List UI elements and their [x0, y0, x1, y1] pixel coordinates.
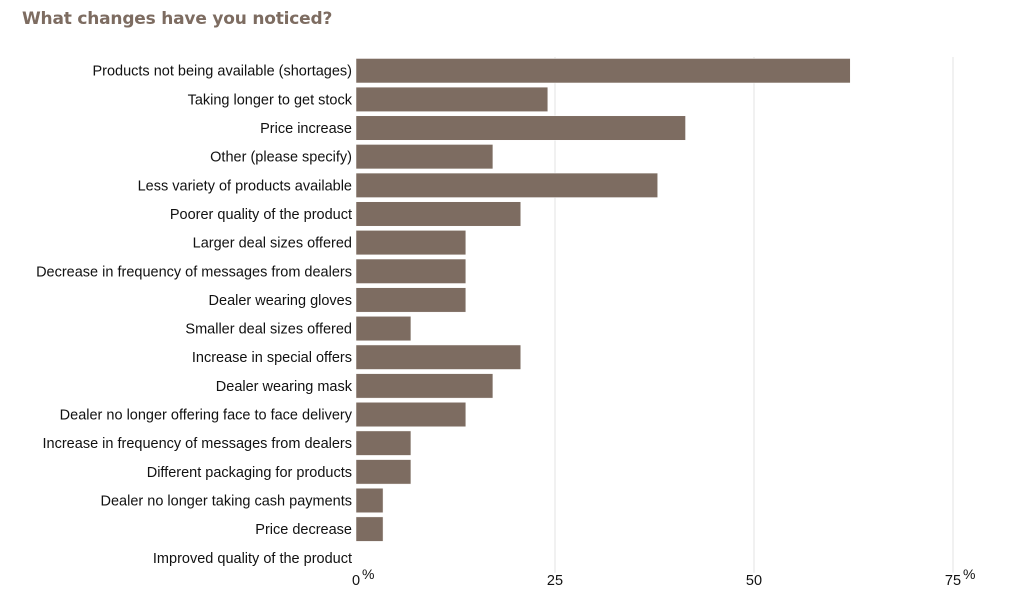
x-tick-labels: 0 25 50 75: [352, 573, 961, 589]
x-tick-25: 25: [547, 573, 563, 589]
category-label-2: Price increase: [260, 121, 352, 137]
category-labels: Products not being available (shortages)…: [36, 64, 353, 567]
bars: [355, 58, 851, 542]
category-label-4: Less variety of products available: [138, 178, 352, 194]
category-label-3: Other (please specify): [210, 150, 352, 166]
category-label-17: Improved quality of the product: [153, 551, 352, 567]
bar-1: [355, 86, 549, 112]
category-label-15: Dealer no longer taking cash payments: [101, 493, 352, 509]
unit-label-start: %: [362, 566, 374, 582]
bar-6: [355, 230, 467, 256]
chart-title: What changes have you noticed?: [22, 9, 333, 29]
bar-13: [355, 430, 412, 456]
bar-4: [355, 172, 658, 198]
bar-5: [355, 201, 522, 227]
category-label-11: Dealer wearing mask: [216, 379, 353, 395]
category-label-1: Taking longer to get stock: [188, 92, 353, 108]
category-label-16: Price decrease: [255, 522, 352, 538]
x-tick-75: 75: [945, 573, 961, 589]
category-label-10: Increase in special offers: [192, 350, 352, 366]
bar-8: [355, 287, 467, 313]
category-label-14: Different packaging for products: [147, 465, 352, 481]
bar-14: [355, 459, 412, 485]
bar-0: [355, 58, 851, 84]
bar-16: [355, 516, 384, 542]
x-tick-50: 50: [746, 573, 762, 589]
category-label-9: Smaller deal sizes offered: [185, 322, 352, 338]
category-label-5: Poorer quality of the product: [170, 207, 352, 223]
bar-3: [355, 144, 494, 170]
bar-10: [355, 344, 522, 370]
unit-label-end: %: [963, 566, 975, 582]
x-tick-0: 0: [352, 573, 360, 589]
bar-12: [355, 402, 467, 428]
category-label-6: Larger deal sizes offered: [193, 236, 352, 252]
category-label-7: Decrease in frequency of messages from d…: [36, 264, 352, 280]
gridlines: [554, 57, 954, 573]
bar-2: [355, 115, 686, 141]
bar-7: [355, 258, 467, 284]
category-label-12: Dealer no longer offering face to face d…: [60, 408, 353, 424]
category-label-13: Increase in frequency of messages from d…: [43, 436, 352, 452]
category-label-0: Products not being available (shortages): [92, 64, 352, 80]
bar-15: [355, 487, 384, 513]
bar-9: [355, 316, 412, 342]
bar-11: [355, 373, 494, 399]
unit-labels: %%: [362, 566, 975, 582]
category-label-8: Dealer wearing gloves: [209, 293, 352, 309]
